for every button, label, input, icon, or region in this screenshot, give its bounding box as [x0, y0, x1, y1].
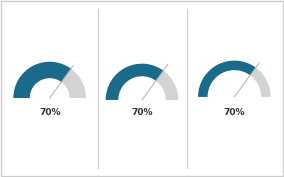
Wedge shape	[198, 61, 256, 97]
Wedge shape	[156, 71, 178, 100]
Text: 70%: 70%	[131, 108, 153, 117]
Wedge shape	[250, 67, 271, 97]
Text: 70%: 70%	[39, 108, 60, 117]
Text: 70%: 70%	[224, 108, 245, 117]
Wedge shape	[13, 62, 71, 98]
Wedge shape	[106, 64, 163, 100]
Wedge shape	[61, 69, 86, 98]
